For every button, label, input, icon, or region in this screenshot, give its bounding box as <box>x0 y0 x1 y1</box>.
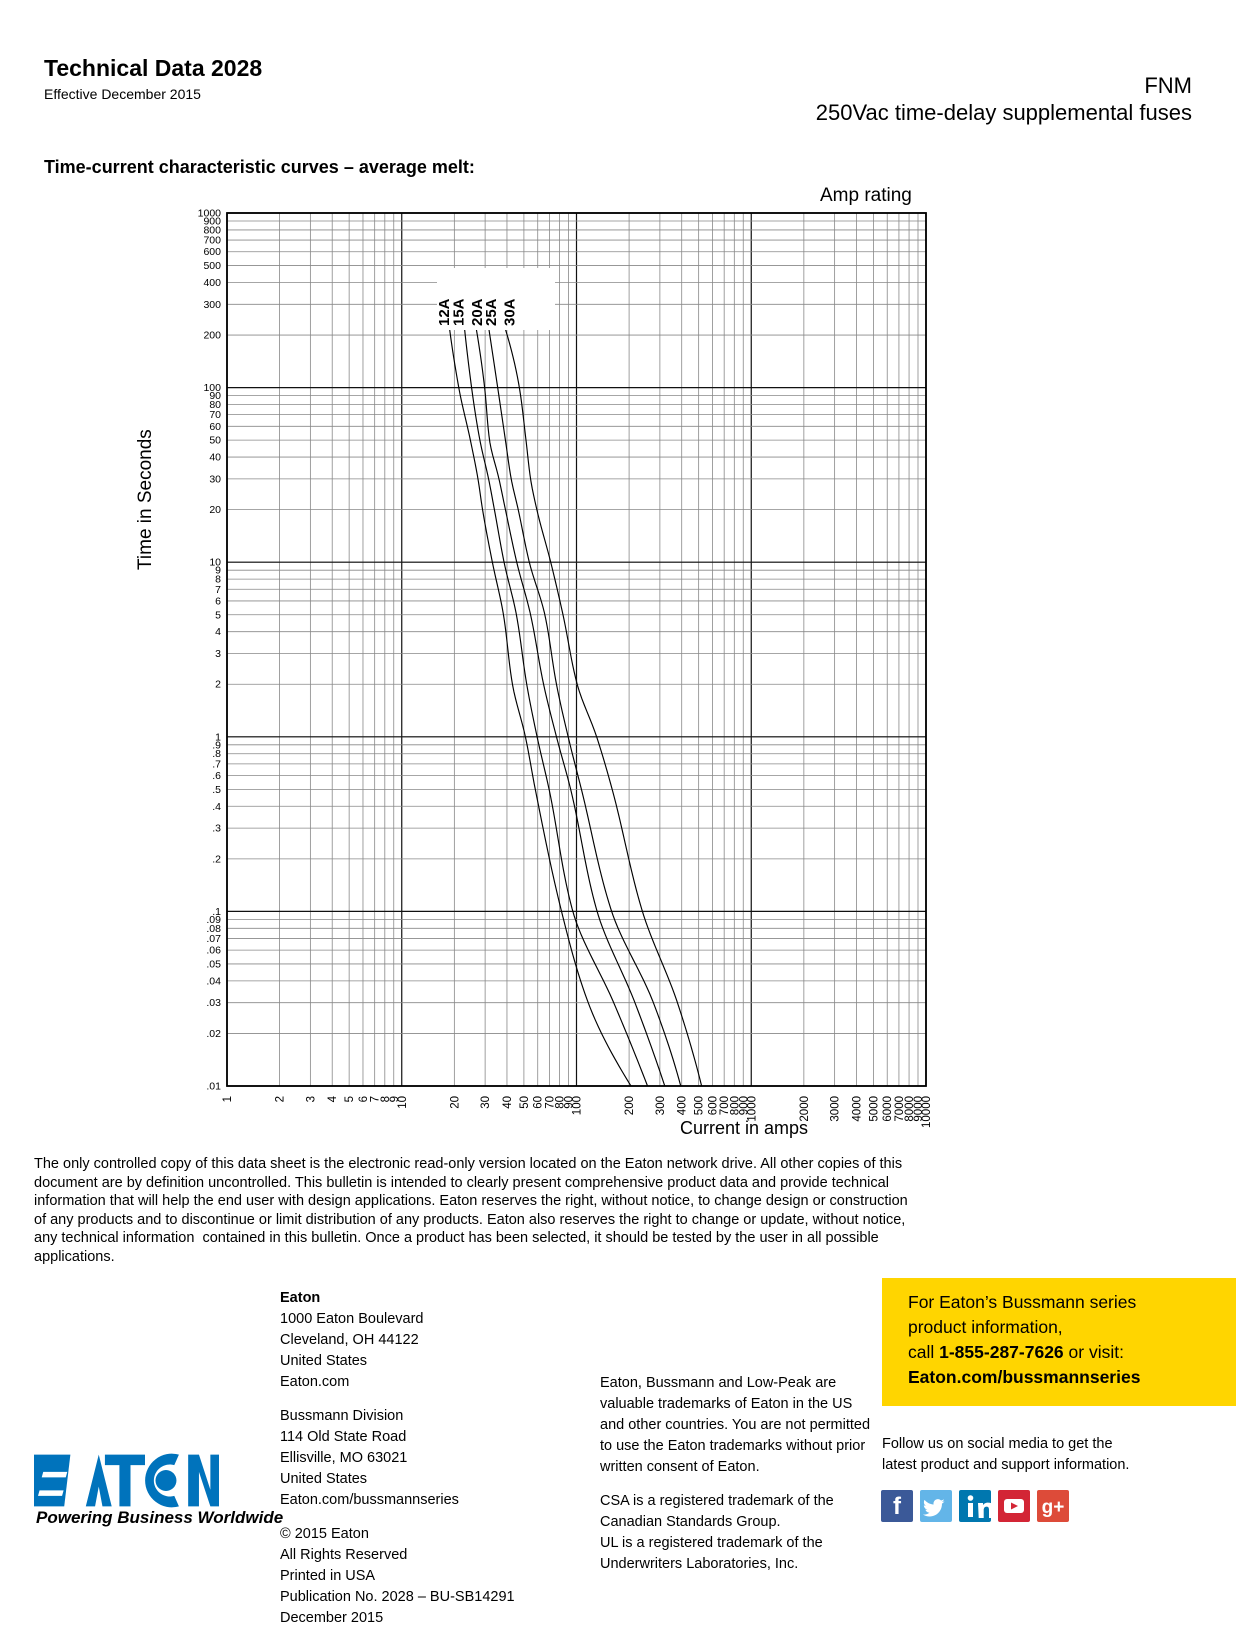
svg-text:4: 4 <box>215 626 221 638</box>
svg-text:2: 2 <box>275 1096 287 1102</box>
svg-text:5: 5 <box>215 609 221 621</box>
svg-text:20: 20 <box>209 504 221 516</box>
svg-text:300: 300 <box>203 299 221 311</box>
svg-text:7: 7 <box>215 584 221 596</box>
svg-text:40: 40 <box>209 452 221 464</box>
svg-text:1000: 1000 <box>746 1096 758 1122</box>
svg-text:.5: .5 <box>212 784 221 796</box>
svg-text:.07: .07 <box>206 933 221 945</box>
svg-text:30: 30 <box>209 473 221 485</box>
svg-text:20: 20 <box>449 1096 461 1109</box>
svg-text:300: 300 <box>655 1096 667 1115</box>
svg-text:.05: .05 <box>206 958 221 970</box>
svg-text:500: 500 <box>203 260 221 272</box>
svg-text:10: 10 <box>397 1096 409 1109</box>
svg-text:500: 500 <box>694 1096 706 1115</box>
svg-text:1: 1 <box>222 1096 234 1102</box>
svg-text:200: 200 <box>624 1096 636 1115</box>
svg-text:700: 700 <box>203 235 221 247</box>
svg-text:200: 200 <box>203 330 221 342</box>
svg-text:2: 2 <box>215 679 221 691</box>
svg-text:6000: 6000 <box>882 1096 894 1122</box>
svg-text:.02: .02 <box>206 1028 221 1040</box>
svg-text:4000: 4000 <box>851 1096 863 1122</box>
svg-text:50: 50 <box>209 435 221 447</box>
svg-text:.06: .06 <box>206 945 221 957</box>
svg-text:25A: 25A <box>483 298 500 326</box>
svg-text:70: 70 <box>209 409 221 421</box>
svg-text:5000: 5000 <box>868 1096 880 1122</box>
svg-text:.04: .04 <box>206 975 221 987</box>
svg-text:40: 40 <box>502 1096 514 1109</box>
svg-text:600: 600 <box>203 246 221 258</box>
svg-text:6: 6 <box>358 1096 370 1102</box>
svg-text:.01: .01 <box>206 1081 221 1093</box>
svg-text:.4: .4 <box>212 801 221 813</box>
svg-text:.2: .2 <box>212 853 221 865</box>
svg-text:3000: 3000 <box>830 1096 842 1122</box>
svg-text:100: 100 <box>572 1096 584 1115</box>
svg-text:.7: .7 <box>212 758 221 770</box>
svg-text:5: 5 <box>344 1096 356 1102</box>
svg-text:30A: 30A <box>502 298 519 326</box>
svg-text:400: 400 <box>677 1096 689 1115</box>
svg-text:6: 6 <box>215 595 221 607</box>
svg-text:2000: 2000 <box>799 1096 811 1122</box>
svg-text:15A: 15A <box>451 298 468 326</box>
svg-text:.03: .03 <box>206 997 221 1009</box>
svg-text:10000: 10000 <box>921 1096 933 1128</box>
svg-text:.3: .3 <box>212 823 221 835</box>
svg-text:g+: g+ <box>1042 1497 1065 1518</box>
svg-text:60: 60 <box>533 1096 545 1109</box>
svg-text:.6: .6 <box>212 770 221 782</box>
svg-text:60: 60 <box>209 421 221 433</box>
svg-text:400: 400 <box>203 277 221 289</box>
svg-text:600: 600 <box>707 1096 719 1115</box>
svg-text:3: 3 <box>305 1096 317 1102</box>
svg-text:30: 30 <box>480 1096 492 1109</box>
svg-text:50: 50 <box>519 1096 531 1109</box>
svg-text:3: 3 <box>215 648 221 660</box>
svg-text:4: 4 <box>327 1095 339 1102</box>
svg-text:f: f <box>893 1493 902 1520</box>
